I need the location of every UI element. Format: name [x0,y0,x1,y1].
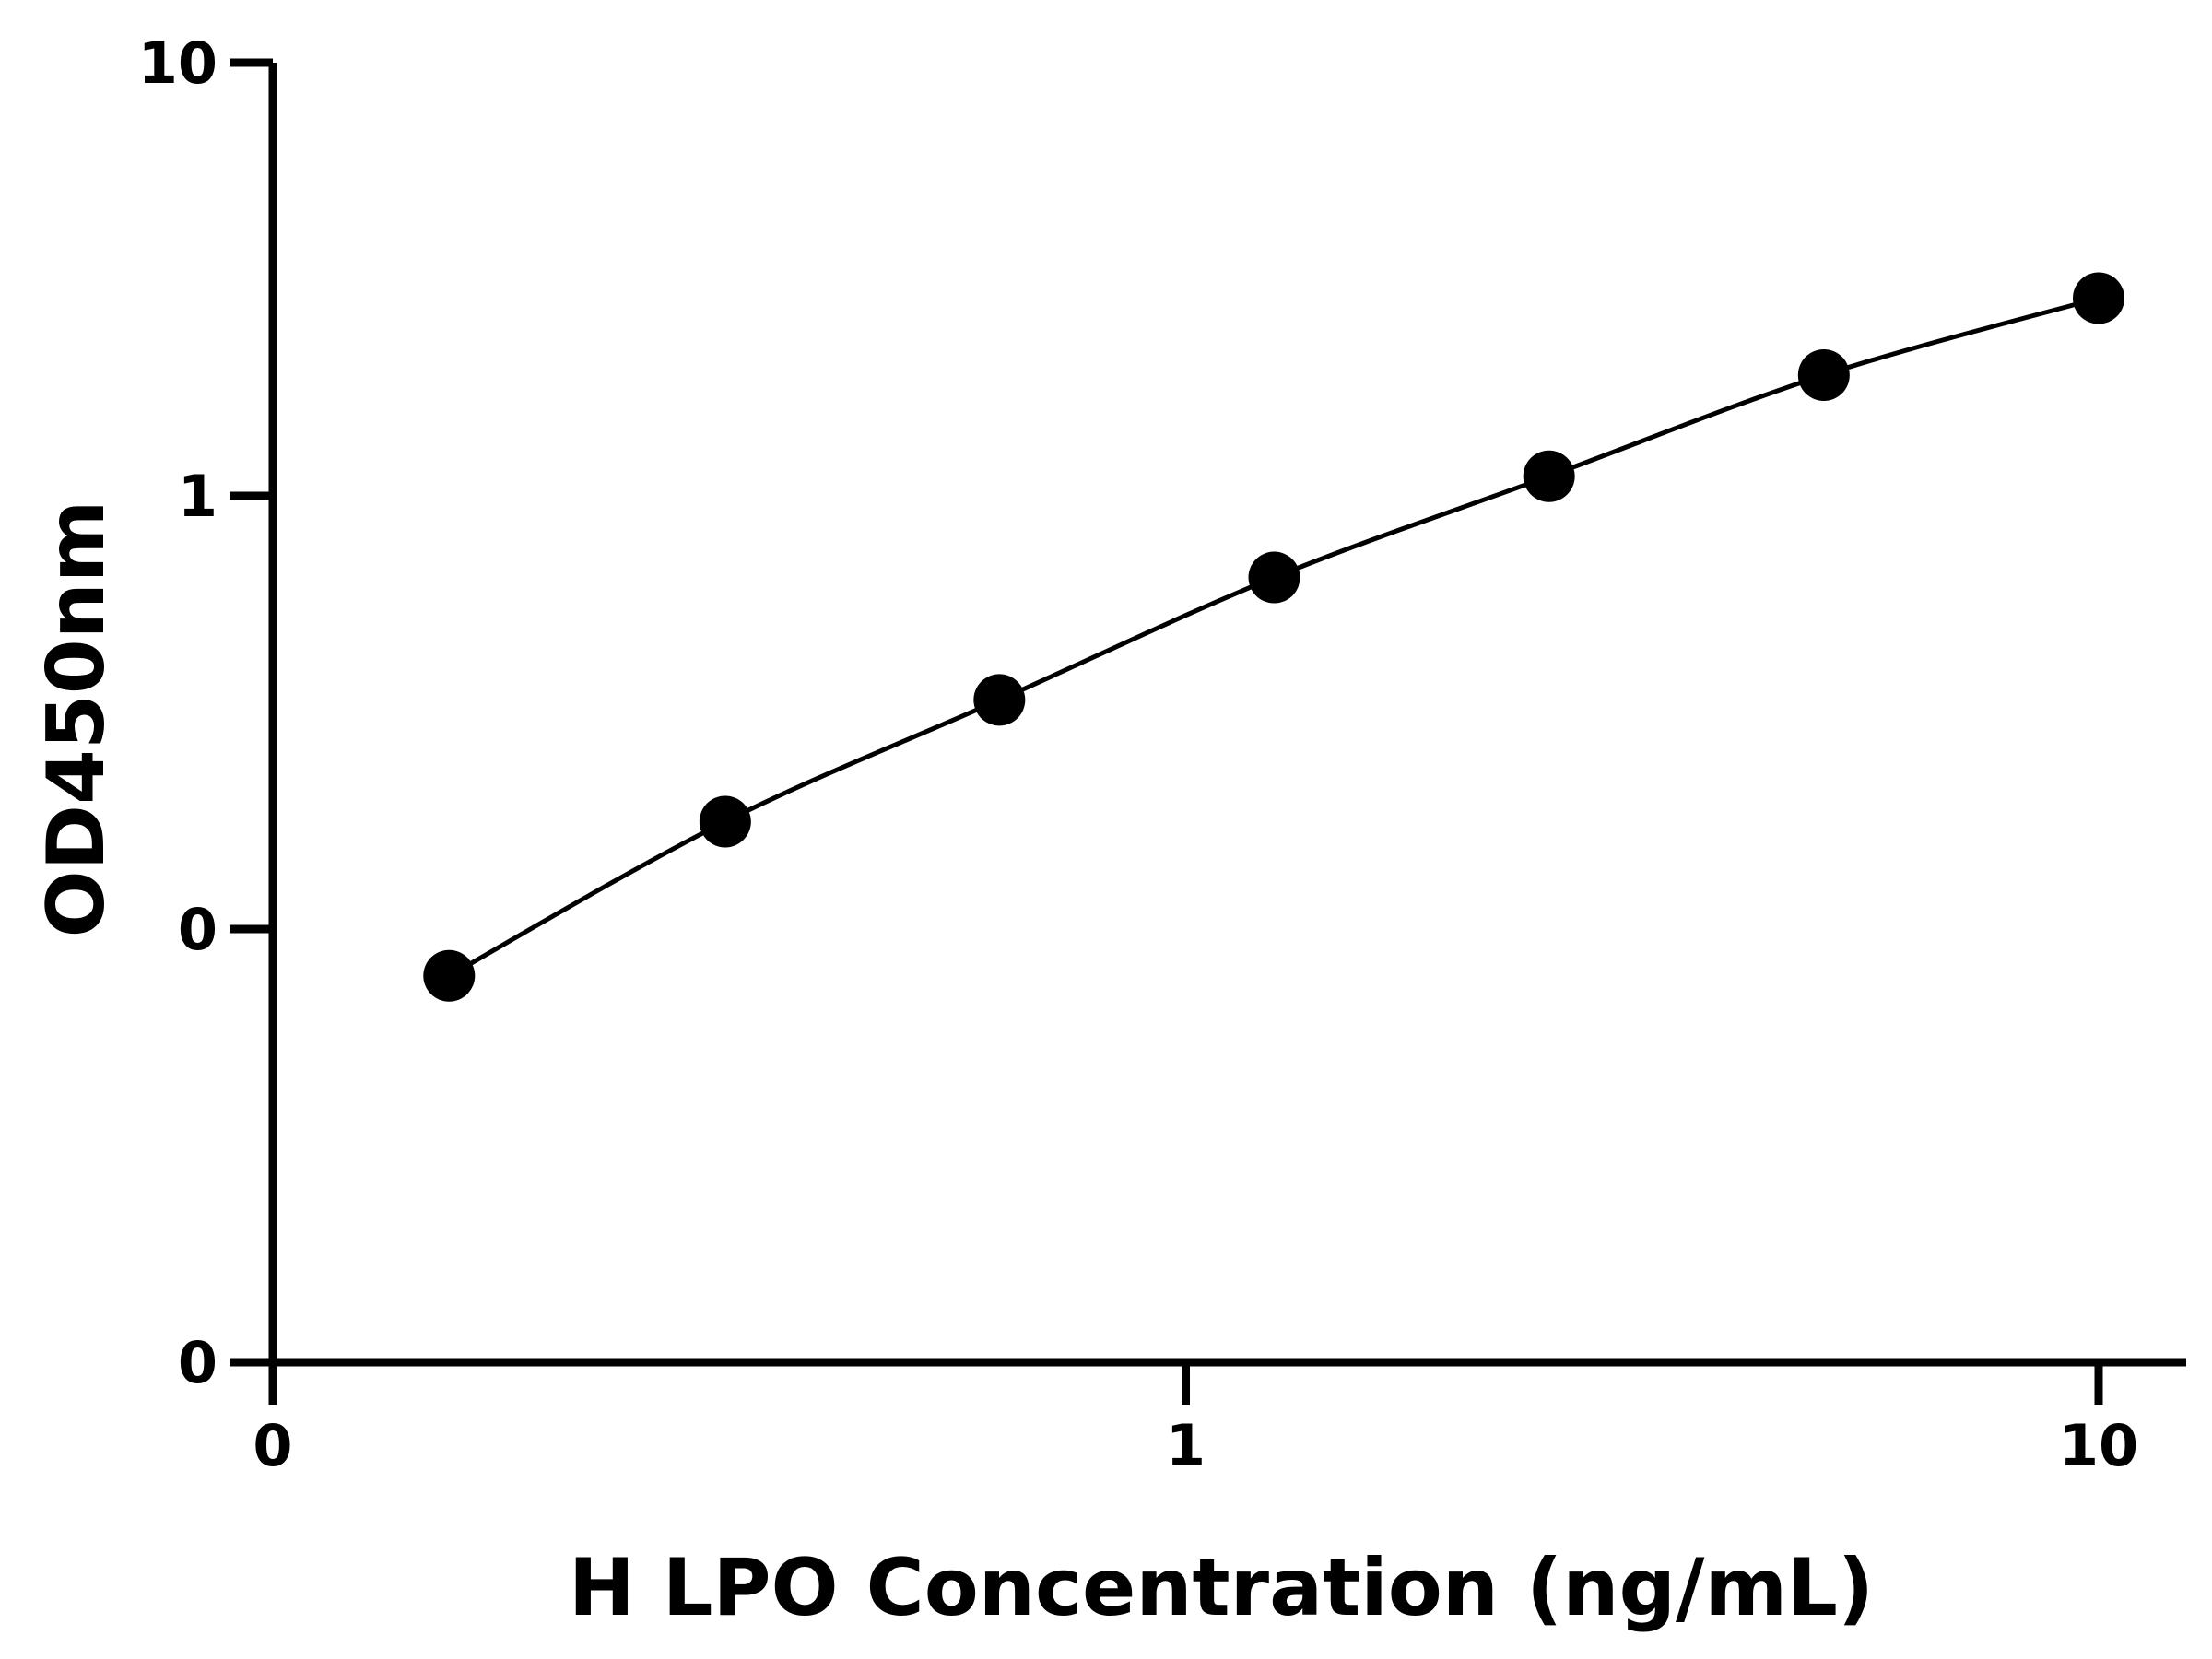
y-tick-label-2: 1 [178,463,218,530]
data-point-2 [973,674,1026,726]
data-points-layer [423,272,2124,1002]
fit-curve [448,296,2100,978]
axes [230,58,2186,1405]
y-axis-label: OD450nm [30,500,123,938]
data-point-6 [2073,272,2124,324]
x-tick-label-0: 0 [253,1412,292,1479]
x-axis-label: H LPO Concentration (ng/mL) [569,1542,1874,1634]
fit-curve-layer [448,296,2100,978]
y-tick-label-3: 10 [138,29,218,97]
x-tick-label-2: 10 [2059,1412,2138,1479]
x-tick-label-1: 1 [1166,1412,1206,1479]
data-point-0 [423,949,476,1002]
data-point-5 [1797,348,1850,401]
y-tick-label-0: 0 [178,1329,218,1396]
data-point-4 [1523,450,1575,502]
data-point-3 [1248,551,1300,604]
data-point-1 [699,795,751,848]
y-tick-label-1: 0 [178,896,218,963]
